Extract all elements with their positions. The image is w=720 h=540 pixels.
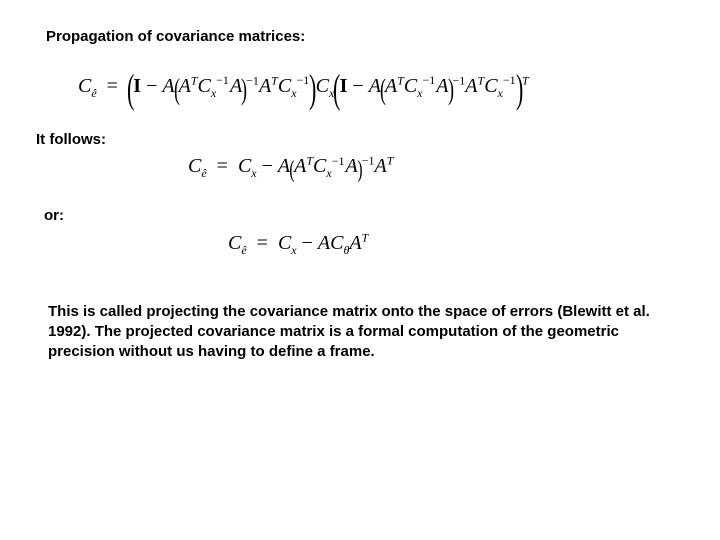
label-or: or:: [44, 207, 692, 224]
slide: Propagation of covariance matrices: Cê =…: [0, 0, 720, 540]
slide-heading: Propagation of covariance matrices:: [46, 28, 692, 45]
equation-2: Cê = Cx − A(ATCx−1A)−1AT: [188, 154, 692, 182]
equation-1: Cê = (I − A(ATCx−1A)−1ATCx−1)Cx(I − A(AT…: [78, 73, 692, 101]
body-paragraph: This is called projecting the covariance…: [48, 302, 668, 363]
equation-3: Cê = Cx − ACθAT: [228, 230, 692, 258]
label-follows: It follows:: [36, 131, 692, 148]
